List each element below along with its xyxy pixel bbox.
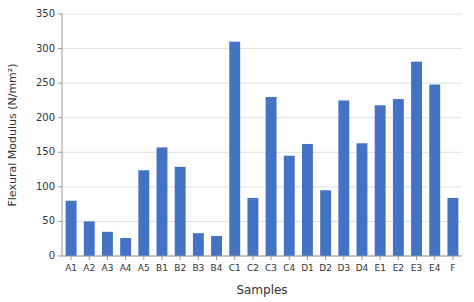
bar bbox=[193, 233, 204, 256]
x-tick-label: A3 bbox=[102, 263, 114, 273]
x-tick bbox=[289, 256, 290, 260]
x-tick bbox=[343, 256, 344, 260]
bar bbox=[229, 42, 240, 256]
y-tick-label: 250 bbox=[36, 77, 55, 88]
bar bbox=[120, 238, 131, 256]
x-tick-label: E3 bbox=[411, 263, 422, 273]
x-tick-label: B4 bbox=[211, 263, 223, 273]
x-tick-label: E4 bbox=[429, 263, 441, 273]
x-tick bbox=[380, 256, 381, 260]
x-tick bbox=[362, 256, 363, 260]
bar bbox=[393, 99, 404, 256]
bar bbox=[429, 85, 440, 256]
y-tick-label: 0 bbox=[49, 250, 55, 261]
bar bbox=[138, 170, 149, 256]
grid-line bbox=[62, 14, 462, 15]
bar bbox=[211, 236, 222, 256]
y-tick bbox=[58, 14, 62, 15]
x-tick bbox=[252, 256, 253, 260]
x-tick bbox=[325, 256, 326, 260]
x-tick bbox=[143, 256, 144, 260]
grid-line bbox=[62, 83, 462, 84]
y-tick-label: 50 bbox=[42, 215, 55, 226]
y-axis-label: Flexural Modulus (N/mm²) bbox=[6, 63, 19, 206]
x-tick-label: A4 bbox=[120, 263, 132, 273]
x-tick-label: E2 bbox=[393, 263, 404, 273]
bar bbox=[247, 198, 258, 256]
x-tick-label: C1 bbox=[229, 263, 241, 273]
x-tick-label: A2 bbox=[83, 263, 95, 273]
grid bbox=[62, 14, 462, 256]
chart: 0 50 100 150 200 250 300 350 A1 A2 A3 A4 A5 B1 B2 B3 B4 C… bbox=[0, 0, 474, 302]
y-tick-label: 300 bbox=[36, 43, 55, 54]
bar bbox=[102, 232, 113, 256]
bar bbox=[84, 221, 95, 256]
x-tick bbox=[89, 256, 90, 260]
bar bbox=[266, 97, 277, 256]
x-tick bbox=[452, 256, 453, 260]
y-tick-label: 100 bbox=[36, 181, 55, 192]
bar bbox=[66, 201, 77, 256]
bars bbox=[66, 42, 459, 256]
y-tick-label: 200 bbox=[36, 112, 55, 123]
x-tick bbox=[180, 256, 181, 260]
y-tick bbox=[58, 256, 62, 257]
x-tick bbox=[216, 256, 217, 260]
bar bbox=[357, 143, 368, 256]
x-tick bbox=[198, 256, 199, 260]
page: {"chart_data": {"type": "bar", "categori… bbox=[0, 0, 474, 302]
x-tick bbox=[125, 256, 126, 260]
x-tick-label: B3 bbox=[192, 263, 204, 273]
x-tick-label: D1 bbox=[301, 263, 314, 273]
bar bbox=[302, 144, 313, 256]
x-tick bbox=[307, 256, 308, 260]
bar bbox=[411, 62, 422, 256]
x-tick bbox=[271, 256, 272, 260]
grid-line bbox=[62, 256, 462, 257]
y-tick bbox=[58, 117, 62, 118]
y-axis: 0 50 100 150 200 250 300 350 bbox=[36, 8, 62, 261]
x-tick-label: C3 bbox=[265, 263, 277, 273]
x-tick-label: C2 bbox=[247, 263, 259, 273]
x-tick-label: D2 bbox=[319, 263, 332, 273]
x-tick bbox=[71, 256, 72, 260]
y-tick bbox=[58, 48, 62, 49]
y-tick-label: 150 bbox=[36, 146, 55, 157]
grid-line bbox=[62, 48, 462, 49]
x-tick-label: D4 bbox=[356, 263, 369, 273]
x-tick bbox=[434, 256, 435, 260]
bar bbox=[375, 105, 386, 256]
y-tick bbox=[58, 221, 62, 222]
x-axis-line bbox=[62, 256, 462, 257]
x-tick-label: C4 bbox=[283, 263, 295, 273]
chart-container: 0 50 100 150 200 250 300 350 A1 A2 A3 A4 A5 B1 B2 B3 B4 C… bbox=[0, 0, 474, 302]
y-tick bbox=[58, 186, 62, 187]
x-tick-label: B1 bbox=[156, 263, 168, 273]
bar bbox=[157, 147, 168, 256]
x-axis: A1 A2 A3 A4 A5 B1 B2 B3 B4 C1 C2 C3 C4 D1 D2 D3 D4 E1 E2 E3… bbox=[62, 256, 462, 273]
y-tick bbox=[58, 152, 62, 153]
y-tick bbox=[58, 83, 62, 84]
y-tick-label: 350 bbox=[36, 8, 55, 19]
x-tick bbox=[234, 256, 235, 260]
x-tick bbox=[162, 256, 163, 260]
x-tick bbox=[398, 256, 399, 260]
y-axis-line bbox=[62, 14, 63, 256]
x-tick-label: B2 bbox=[174, 263, 186, 273]
x-tick-label: A5 bbox=[138, 263, 150, 273]
bar bbox=[447, 198, 458, 256]
x-tick-label: A1 bbox=[65, 263, 77, 273]
x-tick-label: E1 bbox=[374, 263, 385, 273]
bar bbox=[175, 167, 186, 256]
x-tick-label: D3 bbox=[337, 263, 350, 273]
bar bbox=[338, 100, 349, 256]
bar bbox=[320, 190, 331, 256]
x-axis-label: Samples bbox=[236, 283, 287, 297]
x-tick bbox=[107, 256, 108, 260]
x-tick-label: F bbox=[450, 263, 455, 273]
x-tick bbox=[416, 256, 417, 260]
bar bbox=[284, 156, 295, 256]
